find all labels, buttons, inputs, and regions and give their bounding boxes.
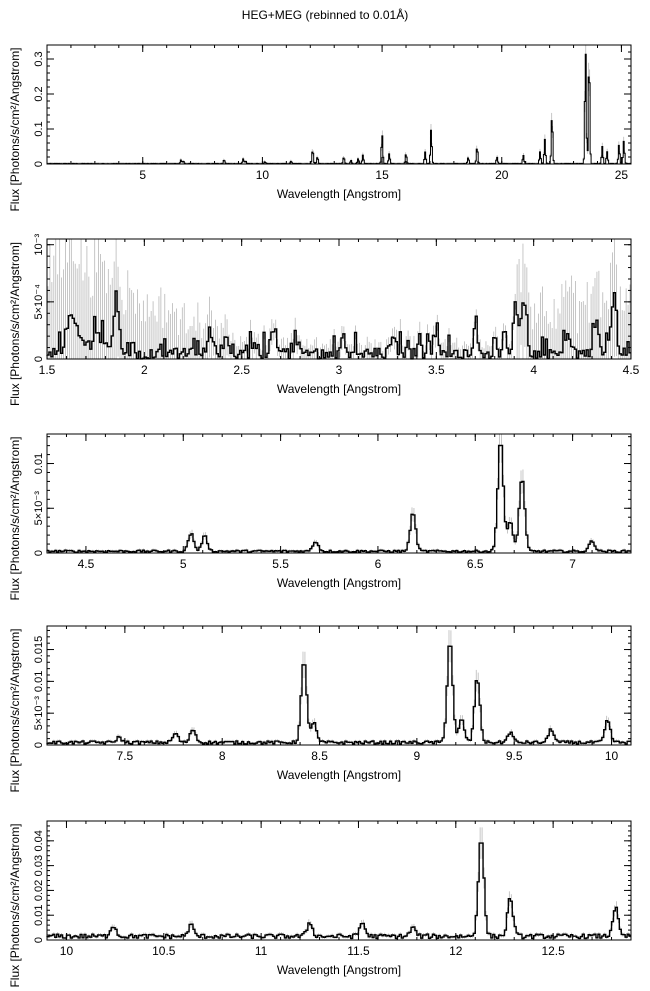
y-tick-label: 0 — [33, 356, 45, 362]
y-tick-label: 0.01 — [33, 904, 45, 925]
x-tick-label: 10 — [256, 168, 270, 182]
chart-panel-4: 7.5 8 8.5 9 9.5 10 0 5×10⁻³ 0.01 0.015 Wavelength … — [8, 625, 632, 793]
x-tick-label: 9.5 — [506, 749, 523, 763]
y-tick-label: 0.01 — [33, 671, 45, 692]
spectrum-line — [47, 842, 631, 940]
chart-panel-2: 1.5 2 2.5 3 3.5 4 4.5 0 5×10⁻⁴ 10⁻³ Wavelength [An… — [8, 234, 640, 406]
y-tick-label: 5×10⁻³ — [33, 491, 45, 526]
x-tick-label: 3.5 — [428, 363, 445, 377]
error-bars — [47, 434, 631, 553]
error-bars — [47, 630, 631, 745]
x-tick-label: 25 — [615, 168, 629, 182]
x-tick-label: 5.5 — [272, 557, 289, 571]
x-axis-label: Wavelength [Angstrom] — [277, 382, 401, 396]
x-tick-label: 10.5 — [152, 944, 176, 958]
spectrum-line — [46, 53, 631, 165]
x-tick-label: 7.5 — [117, 749, 134, 763]
spectrum-line — [46, 645, 631, 745]
x-tick-label: 12 — [449, 944, 463, 958]
x-tick-label: 5 — [139, 168, 146, 182]
x-tick-label: 6.5 — [467, 557, 484, 571]
x-tick-label: 10 — [60, 944, 74, 958]
y-tick-label: 0.015 — [33, 636, 45, 664]
y-tick-label: 5×10⁻³ — [33, 696, 45, 731]
y-tick-label: 0 — [33, 742, 45, 748]
x-tick-label: 11.5 — [347, 944, 370, 958]
spectrum-line — [46, 444, 631, 553]
x-tick-label: 1.5 — [39, 363, 56, 377]
chart-panel-5: 10 10.5 11 11.5 12 12.5 0 0.01 0.02 0.03 0.04 Wavel… — [8, 820, 632, 988]
x-tick-label: 5 — [180, 557, 187, 571]
x-tick-label: 2.5 — [233, 363, 250, 377]
y-axis-label: Flux [Photons/s/cm²/Angstrom] — [8, 436, 22, 600]
y-tick-label: 0.02 — [33, 880, 45, 901]
page-title: HEG+MEG (rebinned to 0.01Å) — [241, 8, 409, 22]
x-tick-label: 12.5 — [541, 944, 565, 958]
x-axis-label: Wavelength [Angstrom] — [277, 768, 401, 782]
plot-frame — [46, 44, 632, 165]
x-axis-label: Wavelength [Angstrom] — [277, 963, 401, 977]
x-axis-label: Wavelength [Angstrom] — [277, 187, 401, 201]
spectrum-line — [46, 290, 631, 360]
x-tick-label: 10 — [605, 749, 619, 763]
plot-frame — [46, 433, 632, 554]
plot-frame — [46, 820, 632, 941]
x-tick-label: 20 — [495, 168, 509, 182]
y-tick-label: 0.04 — [33, 830, 45, 851]
y-axis-label: Flux [Photons/s/cm²/Angstrom] — [8, 242, 22, 406]
y-axis-label: Flux [Photons/s/cm²/Angstrom] — [8, 628, 22, 792]
x-axis-label: Wavelength [Angstrom] — [277, 576, 401, 590]
x-tick-label: 8.5 — [311, 749, 328, 763]
x-tick-label: 4.5 — [78, 557, 95, 571]
x-tick-label: 3 — [336, 363, 343, 377]
plot-frame — [46, 625, 632, 746]
x-tick-label: 8 — [219, 749, 226, 763]
x-tick-label: 11 — [255, 944, 268, 958]
x-tick-label: 15 — [375, 168, 389, 182]
error-bars — [47, 239, 631, 359]
error-bars — [47, 827, 631, 940]
y-tick-label: 0.3 — [33, 51, 45, 66]
y-tick-label: 0.03 — [33, 855, 45, 876]
x-tick-label: 9 — [414, 749, 421, 763]
chart-panel-1: 5 10 15 20 25 0 0.1 0.2 0.3 Wavelength [Angstrom]… — [8, 44, 632, 212]
y-tick-label: 5×10⁻⁴ — [33, 284, 45, 320]
y-tick-label: 0 — [33, 161, 45, 167]
x-tick-label: 4.5 — [623, 363, 640, 377]
y-axis-label: Flux [Photons/s/cm²/Angstrom] — [8, 47, 22, 211]
y-tick-label: 0.1 — [33, 121, 45, 136]
x-tick-label: 4 — [530, 363, 537, 377]
x-tick-label: 7 — [569, 557, 576, 571]
x-tick-label: 2 — [141, 363, 148, 377]
x-tick-label: 6 — [375, 557, 382, 571]
y-tick-label: 10⁻³ — [33, 234, 45, 256]
y-tick-label: 0 — [33, 550, 45, 556]
error-bars — [47, 45, 631, 164]
y-axis-label: Flux [Photons/s/cm²/Angstrom] — [8, 823, 22, 987]
chart-panel-3: 4.5 5 5.5 6 6.5 7 0 5×10⁻³ 0.01 Wavelength [Angst… — [8, 433, 632, 601]
y-tick-label: 0 — [33, 937, 45, 943]
y-tick-label: 0.2 — [33, 86, 45, 101]
y-tick-label: 0.01 — [33, 453, 45, 474]
